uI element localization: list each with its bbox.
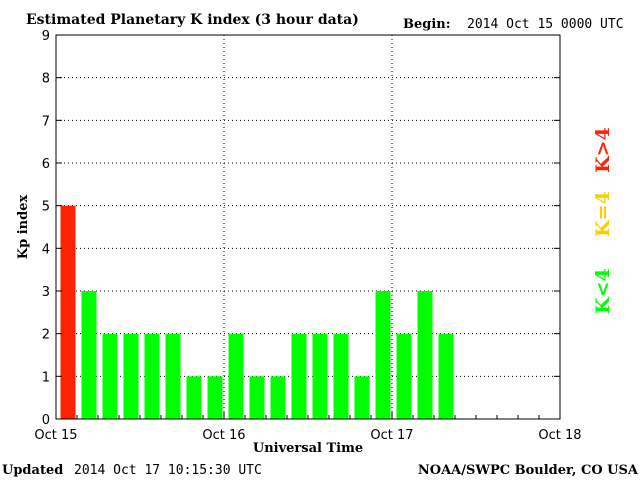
y-tick-label-4: 4: [42, 242, 50, 257]
bar-17: [417, 291, 433, 419]
bars-group: [60, 205, 454, 419]
y-ticks: 0 1 2 3 4 5 6 7 8 9: [42, 29, 560, 428]
bar-10: [270, 376, 286, 419]
x-tick-label-1: Oct 16: [202, 428, 245, 443]
bar-0: [60, 205, 76, 419]
bar-13: [333, 333, 349, 419]
y-tick-label-0: 0: [42, 413, 50, 428]
y-tick-label-9: 9: [42, 29, 50, 44]
bar-6: [186, 376, 202, 419]
y-tick-label-2: 2: [42, 328, 50, 343]
updated-label: Updated: [2, 463, 63, 478]
begin-label: Begin:: [403, 17, 451, 32]
bar-16: [396, 333, 412, 419]
bar-18: [438, 333, 454, 419]
y-tick-label-3: 3: [42, 285, 50, 300]
bar-8: [228, 333, 244, 419]
x-tick-label-2: Oct 17: [370, 428, 413, 443]
grid-lines: [56, 35, 560, 419]
y-tick-label-8: 8: [42, 72, 50, 87]
bar-7: [207, 376, 223, 419]
y-tick-label-5: 5: [42, 200, 50, 215]
bar-3: [123, 333, 139, 419]
x-ticks: Oct 15 Oct 16 Oct 17 Oct 18: [34, 411, 582, 443]
legend-k-greater-4: K>4: [592, 127, 614, 173]
y-tick-label-6: 6: [42, 157, 50, 172]
chart-title: Estimated Planetary K index (3 hour data…: [26, 12, 359, 28]
bar-4: [144, 333, 160, 419]
updated-value: 2014 Oct 17 10:15:30 UTC: [74, 463, 262, 478]
begin-value: 2014 Oct 15 0000 UTC: [467, 17, 624, 32]
credit-text: NOAA/SWPC Boulder, CO USA: [418, 463, 639, 478]
bar-14: [354, 376, 370, 419]
x-tick-label-3: Oct 18: [538, 428, 581, 443]
x-tick-label-0: Oct 15: [34, 428, 77, 443]
y-axis-label: Kp index: [16, 195, 31, 260]
bar-11: [291, 333, 307, 419]
bar-12: [312, 333, 328, 419]
bar-1: [81, 291, 97, 419]
x-axis-label: Universal Time: [253, 441, 363, 456]
bar-2: [102, 333, 118, 419]
bar-5: [165, 333, 181, 419]
y-tick-label-7: 7: [42, 114, 50, 129]
bar-15: [375, 291, 391, 419]
legend-k-less-4: K<4: [592, 268, 614, 314]
bar-9: [249, 376, 265, 419]
legend-k-equal-4: K=4: [592, 191, 614, 237]
y-tick-label-1: 1: [42, 370, 50, 385]
